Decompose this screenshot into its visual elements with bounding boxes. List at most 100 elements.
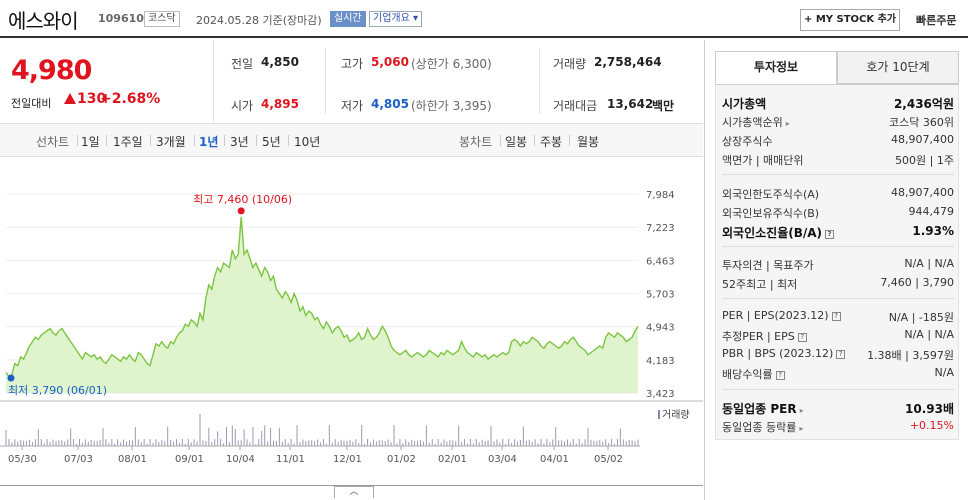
info-row: 외국인소진율(B/A)? 1.93% xyxy=(722,222,954,240)
volume-bar xyxy=(270,427,272,446)
volume-bar xyxy=(555,427,557,446)
volume-bar xyxy=(361,425,363,446)
divider xyxy=(722,389,954,390)
chart-bottom-border xyxy=(0,485,703,486)
info-row: 시가총액 2,436억원 xyxy=(722,93,954,111)
tab-invest-info[interactable]: 투자정보 xyxy=(715,51,837,84)
volume-bar xyxy=(296,425,298,446)
help-icon[interactable]: ? xyxy=(797,333,807,342)
my-stock-add-button[interactable]: + MY STOCK 추가 xyxy=(800,9,900,31)
volume-bar xyxy=(52,439,54,446)
volume-bar xyxy=(214,439,216,446)
fast-order-button[interactable]: 빠른주문 xyxy=(916,14,957,27)
candle-weekly[interactable]: 주봉 xyxy=(540,135,563,149)
volume-bar xyxy=(108,443,110,446)
volume-bar xyxy=(358,442,360,446)
candle-daily[interactable]: 일봉 xyxy=(505,135,528,149)
volume-bar xyxy=(343,440,345,446)
x-tick-label: 07/03 xyxy=(64,454,93,465)
volume-bar xyxy=(175,439,177,446)
volume-bar xyxy=(417,440,419,446)
sector-chg-label[interactable]: 동일업종 등락률 ▸ xyxy=(722,419,803,435)
period-3y[interactable]: 3년 xyxy=(230,135,249,149)
volume-bar xyxy=(531,441,533,446)
divider xyxy=(77,135,78,146)
volume-bar xyxy=(596,440,598,446)
volume-bar xyxy=(549,442,551,446)
volume-bar xyxy=(411,439,413,446)
volume-bar xyxy=(419,439,421,446)
caret-right-icon: ▸ xyxy=(799,424,804,433)
volume-bar xyxy=(337,441,339,446)
stock-header: 에스와이 109610 코스닥 2024.05.28 기준(장마감) 실시간 기… xyxy=(0,0,968,38)
volume-bar xyxy=(414,440,416,446)
volume-bar xyxy=(511,442,513,446)
volume-bar xyxy=(311,440,313,446)
volume-bar xyxy=(87,441,89,446)
volume-bar xyxy=(249,442,251,446)
help-icon[interactable]: ? xyxy=(825,230,835,239)
volume-bar xyxy=(516,441,518,446)
volume-bar xyxy=(334,439,336,446)
volume-bar xyxy=(434,443,436,446)
volume-bar xyxy=(34,439,36,446)
volume-bar xyxy=(572,439,574,446)
volume-bar xyxy=(396,443,398,446)
sector-per-label[interactable]: 동일업종 PER ▸ xyxy=(722,400,804,417)
tab-orderbook[interactable]: 호가 10단계 xyxy=(837,51,959,84)
volume-bar xyxy=(284,439,286,446)
volume-bar xyxy=(243,429,245,446)
volume-bar xyxy=(246,439,248,446)
help-icon[interactable]: ? xyxy=(775,371,785,380)
w52-value: 7,460 | 3,790 xyxy=(880,276,954,289)
volume-bar xyxy=(402,443,404,446)
per-value: N/A | -185원 xyxy=(888,311,954,324)
volume-bar xyxy=(149,439,151,446)
period-1w[interactable]: 1주일 xyxy=(113,135,143,149)
volume-bar xyxy=(552,439,554,446)
candle-monthly[interactable]: 월봉 xyxy=(577,135,600,149)
sector-chg-value: +0.15% xyxy=(909,419,954,432)
collapse-chart-button[interactable]: ︿ xyxy=(334,486,374,498)
sector-chg-text: 동일업종 등락률 xyxy=(722,421,797,434)
volume-bar xyxy=(584,439,586,446)
x-tick-label: 01/02 xyxy=(387,454,416,465)
divider xyxy=(722,298,954,299)
volume-bar xyxy=(578,439,580,446)
info-row: PBR | BPS (2023.12)? 1.38배 | 3,597원 xyxy=(722,345,954,363)
volume-bar xyxy=(431,439,433,446)
lower-limit: (하한가 3,395) xyxy=(411,99,492,113)
period-10y[interactable]: 10년 xyxy=(294,135,321,149)
live-button[interactable]: 실시간 xyxy=(330,11,366,27)
info-row: 액면가 | 매매단위 500원 | 1주 xyxy=(722,150,954,168)
change-value: 130 xyxy=(64,91,106,107)
volume-bar xyxy=(208,427,210,446)
market-cap-rank-label[interactable]: 시가총액순위 ▸ xyxy=(722,114,790,130)
prev-close-value: 4,850 xyxy=(261,55,299,69)
volume-bar xyxy=(205,441,207,446)
help-icon[interactable]: ? xyxy=(831,312,841,321)
high-value: 5,060 xyxy=(371,55,409,69)
help-icon[interactable]: ? xyxy=(836,350,846,359)
price-chart[interactable]: 7,984 7,223 6,463 5,703 4,943 4,183 3,423 최고 7,… xyxy=(0,160,703,466)
period-1y[interactable]: 1년 xyxy=(199,135,219,149)
volume-bar xyxy=(278,427,280,446)
volume-bar xyxy=(223,443,225,446)
info-tabs: 투자정보 호가 10단계 xyxy=(715,51,959,84)
divider xyxy=(534,135,535,146)
opinion-label: 투자의견 | 목표주가 xyxy=(722,259,814,272)
volume-bar xyxy=(158,441,160,446)
volume-bar xyxy=(408,441,410,446)
volume-bar xyxy=(622,439,624,446)
volume-bar xyxy=(252,427,254,446)
period-5y[interactable]: 5년 xyxy=(262,135,281,149)
period-3m[interactable]: 3개월 xyxy=(156,135,186,149)
foreign-limit-label: 외국인한도주식수(A) xyxy=(722,188,820,201)
sector-per-value: 10.93배 xyxy=(905,402,954,416)
volume-bar xyxy=(161,439,163,446)
y-tick-label: 7,223 xyxy=(646,223,675,234)
stock-name: 에스와이 xyxy=(8,9,79,33)
company-info-dropdown[interactable]: 기업개요 ▾ xyxy=(369,11,423,27)
period-1d[interactable]: 1일 xyxy=(81,135,100,149)
